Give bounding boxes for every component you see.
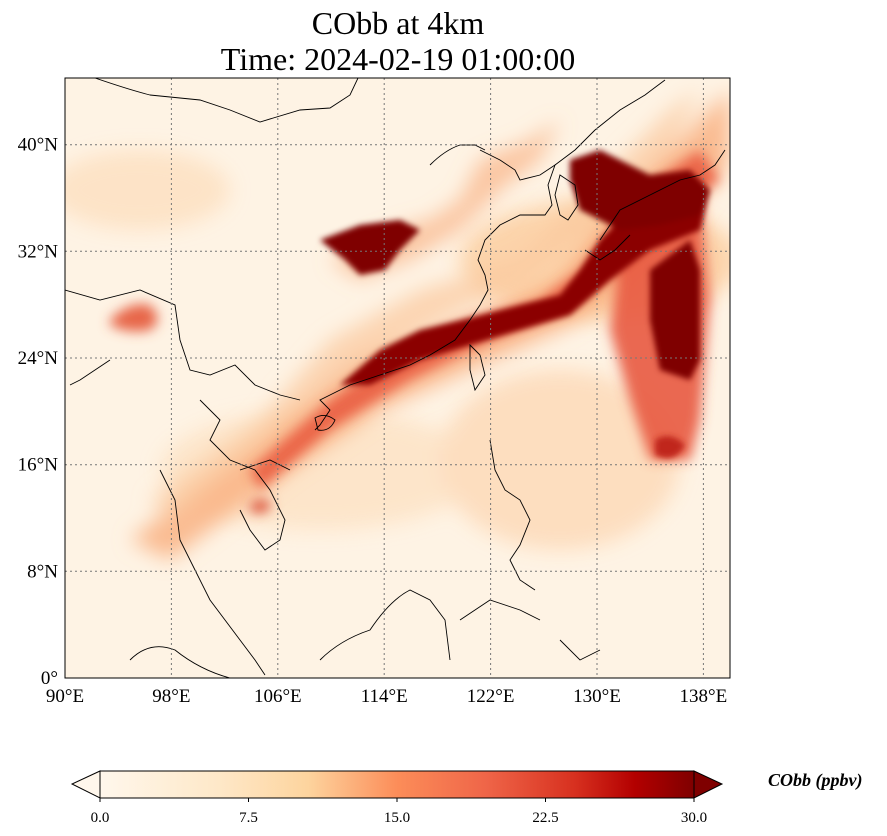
lon-tick-label: 138°E xyxy=(680,686,728,707)
map-frame xyxy=(64,77,731,679)
colorbar-tick-label: 15.0 xyxy=(384,810,410,826)
map-title-line2: Time: 2024-02-19 01:00:00 xyxy=(220,41,576,77)
lon-tick-label: 98°E xyxy=(152,686,190,707)
concentration-field xyxy=(65,78,730,678)
colorbar-gradient xyxy=(100,771,694,798)
lon-tick-label: 114°E xyxy=(361,686,408,707)
lon-tick-label: 122°E xyxy=(467,686,515,707)
colorbar-tick-label: 0.0 xyxy=(91,810,110,826)
lon-tick-label: 90°E xyxy=(46,686,84,707)
lon-tick-labels: 90°E 98°E 106°E 114°E 122°E 130°E 138°E xyxy=(46,686,727,707)
colorbar: 0.0 7.5 15.0 22.5 30.0 CObb (ppbv) xyxy=(70,770,862,826)
colorbar-label: CObb (ppbv) xyxy=(768,770,862,791)
lat-tick-label: 16°N xyxy=(18,455,59,476)
lat-tick-label: 8°N xyxy=(27,561,58,582)
colorbar-tick-label: 30.0 xyxy=(681,810,707,826)
lat-tick-label: 32°N xyxy=(18,241,59,262)
gridlines xyxy=(65,78,730,678)
lat-tick-label: 0° xyxy=(41,668,58,689)
colorbar-extend-min xyxy=(70,770,101,799)
colorbar-tick-label: 22.5 xyxy=(532,810,558,826)
colorbar-extend-max xyxy=(693,770,724,799)
coastlines xyxy=(65,78,726,678)
lat-tick-label: 40°N xyxy=(18,135,59,156)
map-title-line1: CObb at 4km xyxy=(311,5,485,41)
lon-tick-label: 106°E xyxy=(254,686,302,707)
lon-tick-label: 130°E xyxy=(573,686,621,707)
colorbar-tick-label: 7.5 xyxy=(239,810,258,826)
lat-tick-label: 24°N xyxy=(18,348,59,369)
lat-tick-labels: 0° 8°N 16°N 24°N 32°N 40°N xyxy=(18,135,59,689)
